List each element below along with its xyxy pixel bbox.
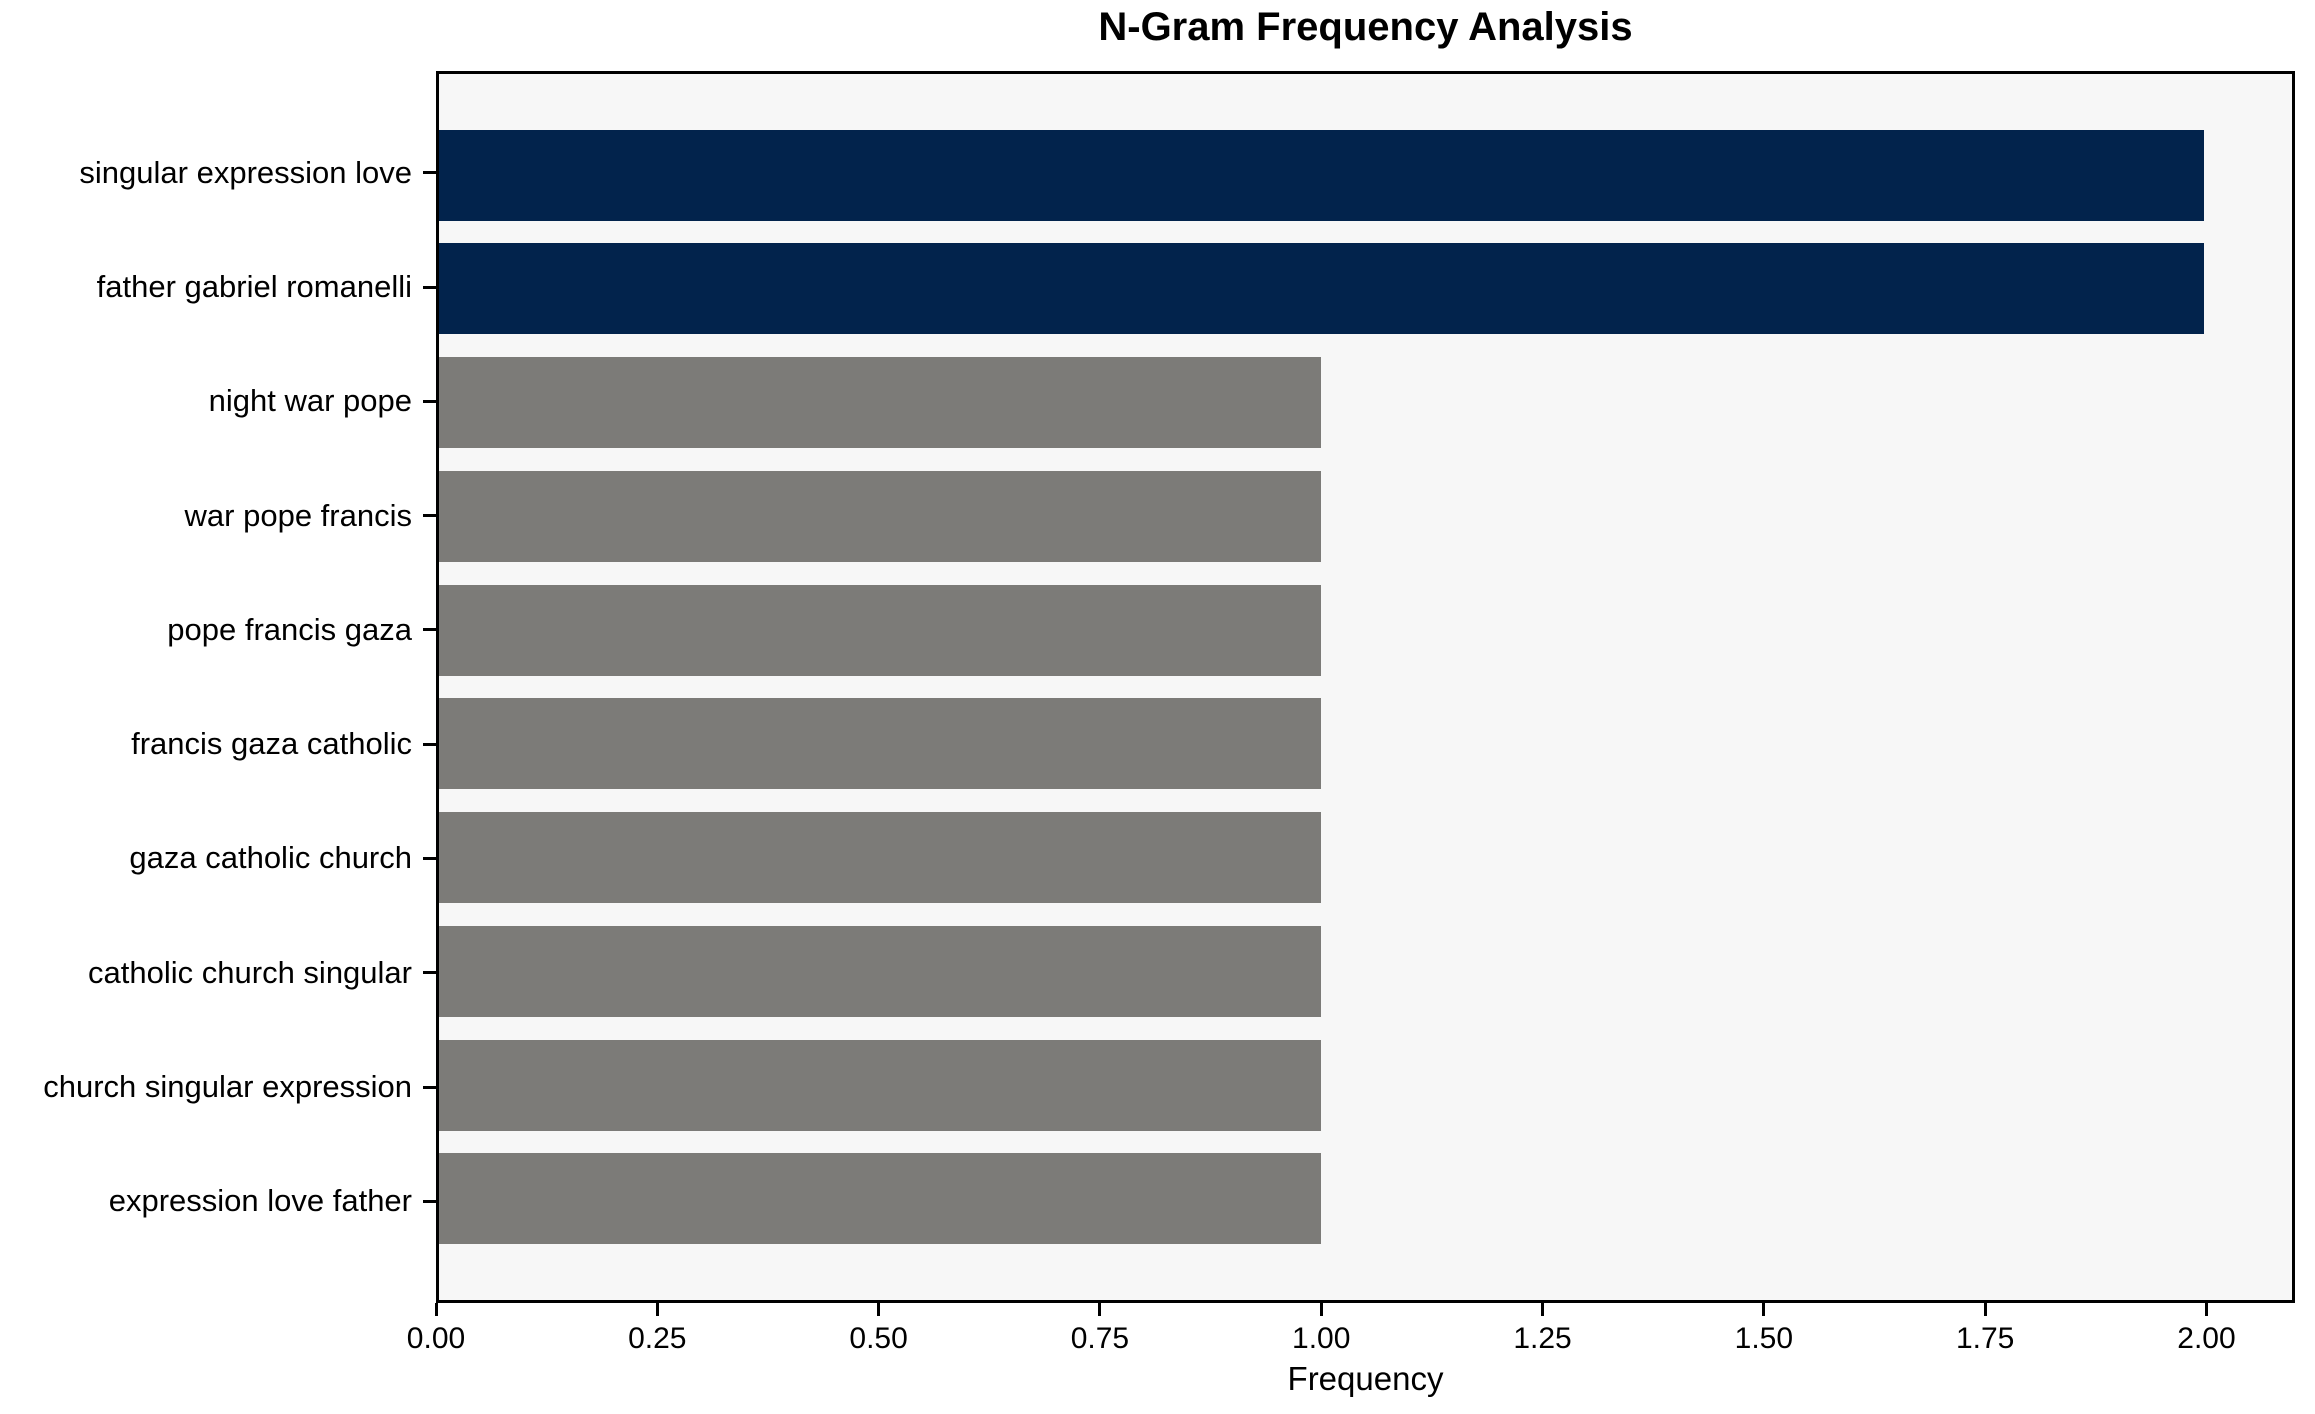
y-tick-label: francis gaza catholic xyxy=(131,726,412,762)
x-axis-tick xyxy=(1319,1303,1323,1316)
y-tick-label: war pope francis xyxy=(184,497,412,533)
y-axis-tick xyxy=(423,399,436,403)
x-axis-tick xyxy=(1541,1303,1545,1316)
y-axis-tick xyxy=(423,742,436,746)
y-axis-tick xyxy=(423,856,436,860)
y-tick-label: expression love father xyxy=(108,1183,412,1219)
y-axis-tick xyxy=(423,628,436,632)
y-axis-tick xyxy=(423,514,436,518)
x-tick-label: 1.75 xyxy=(1955,1322,2015,1355)
x-axis-tick xyxy=(1762,1303,1766,1316)
bar-gaza-catholic-church xyxy=(439,812,1322,904)
x-tick-label: 1.00 xyxy=(1292,1322,1351,1355)
bar-catholic-church-singular xyxy=(439,925,1322,1017)
x-tick-label: 1.50 xyxy=(1734,1322,1794,1355)
x-tick-label: 0.00 xyxy=(406,1322,466,1355)
y-axis-tick xyxy=(423,1085,436,1089)
bar-francis-gaza-catholic xyxy=(439,698,1322,790)
bar-war-pope-francis xyxy=(439,470,1322,562)
bar-father-gabriel-romanelli xyxy=(439,243,2204,335)
bar-church-singular-expression xyxy=(439,1039,1322,1131)
y-tick-label: night war pope xyxy=(208,383,412,419)
x-tick-label: 0.75 xyxy=(1070,1322,1130,1355)
bar-expression-love-father xyxy=(439,1153,1322,1245)
x-axis-title: Frequency xyxy=(1287,1360,1444,1397)
x-axis-tick xyxy=(434,1303,438,1316)
x-tick-label: 0.50 xyxy=(849,1322,908,1355)
bar-pope-francis-gaza xyxy=(439,584,1322,676)
y-axis-tick xyxy=(423,1199,436,1203)
x-tick-label: 0.25 xyxy=(628,1322,687,1355)
x-tick-label: 2.00 xyxy=(2177,1322,2236,1355)
y-tick-label: church singular expression xyxy=(43,1069,412,1104)
x-axis-tick xyxy=(1983,1303,1987,1316)
y-tick-label: gaza catholic church xyxy=(129,840,412,876)
plot-area xyxy=(436,71,2295,1303)
y-axis-tick xyxy=(423,971,436,975)
x-axis-tick xyxy=(2204,1303,2208,1316)
y-tick-label: singular expression love xyxy=(79,154,412,190)
bar-night-war-pope xyxy=(439,357,1322,449)
y-axis-tick xyxy=(423,285,436,289)
y-tick-label: catholic church singular xyxy=(88,954,412,990)
bar-singular-expression-love xyxy=(439,129,2204,221)
y-axis-tick xyxy=(423,171,436,175)
x-axis-tick xyxy=(877,1303,881,1316)
y-tick-label: father gabriel romanelli xyxy=(96,269,412,304)
x-tick-label: 1.25 xyxy=(1513,1322,1572,1355)
chart-title: N-Gram Frequency Analysis xyxy=(1098,5,1633,49)
x-axis-tick xyxy=(1098,1303,1102,1316)
y-tick-label: pope francis gaza xyxy=(167,611,412,647)
x-axis-tick xyxy=(655,1303,659,1316)
